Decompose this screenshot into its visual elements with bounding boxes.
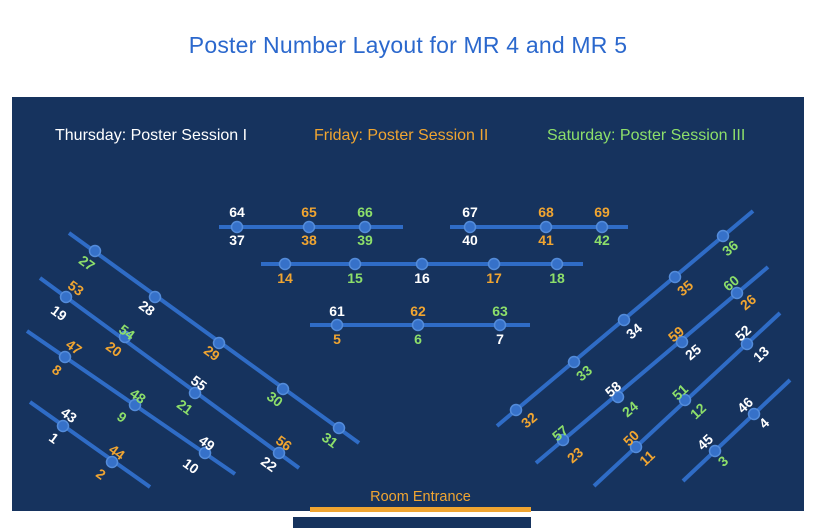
- legend-item-saturday: Saturday: Poster Session III: [547, 127, 746, 144]
- legend-item-thursday: Thursday: Poster Session I: [55, 127, 248, 144]
- legend-item-friday: Friday: Poster Session II: [314, 127, 489, 144]
- floor-plan-panel: [12, 97, 804, 511]
- room-entrance-bar: [310, 507, 531, 512]
- page-title: Poster Number Layout for MR 4 and MR 5: [188, 32, 628, 58]
- entrance-door-strip: [293, 517, 531, 528]
- room-entrance-label: Room Entrance: [370, 489, 471, 505]
